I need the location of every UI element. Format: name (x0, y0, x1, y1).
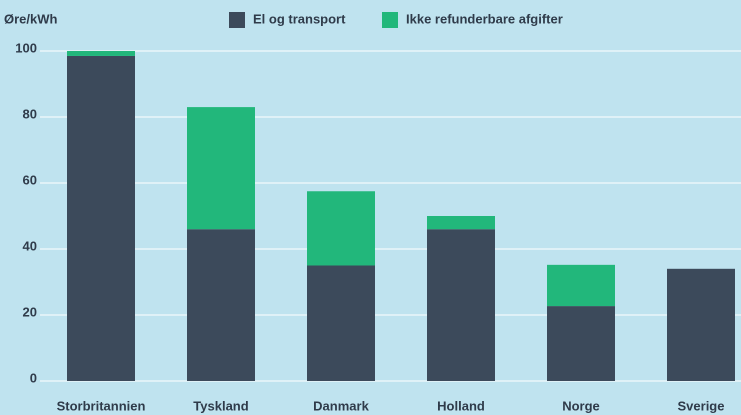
bar-segment (547, 264, 615, 307)
x-tick-label: Sverige (678, 398, 725, 413)
legend-label: El og transport (253, 11, 346, 26)
bar-segment (67, 55, 135, 381)
bar-segment (67, 51, 135, 56)
y-tick-label: 80 (23, 106, 37, 121)
bar-segment (307, 191, 375, 266)
bar-segment (307, 265, 375, 381)
bar-segment (667, 268, 735, 381)
x-tick-label: Storbritannien (57, 398, 146, 413)
x-tick-label: Norge (562, 398, 600, 413)
bar-segment (427, 216, 495, 230)
legend-label: Ikke refunderbare afgifter (406, 11, 563, 26)
x-tick-label: Tyskland (193, 398, 248, 413)
y-tick-label: 20 (23, 304, 37, 319)
legend-swatch (382, 12, 398, 28)
y-tick-label: 40 (23, 238, 37, 253)
y-tick-label: 0 (30, 370, 37, 385)
bar-segment (187, 229, 255, 381)
legend-swatch (229, 12, 245, 28)
y-tick-label: 100 (15, 40, 37, 55)
bar-segment (427, 229, 495, 381)
x-tick-label: Holland (437, 398, 485, 413)
bar-segment (187, 107, 255, 230)
x-tick-label: Danmark (313, 398, 369, 413)
bar-segment (547, 306, 615, 381)
chart-title: Øre/kWh (4, 11, 58, 26)
y-tick-label: 60 (23, 172, 37, 187)
